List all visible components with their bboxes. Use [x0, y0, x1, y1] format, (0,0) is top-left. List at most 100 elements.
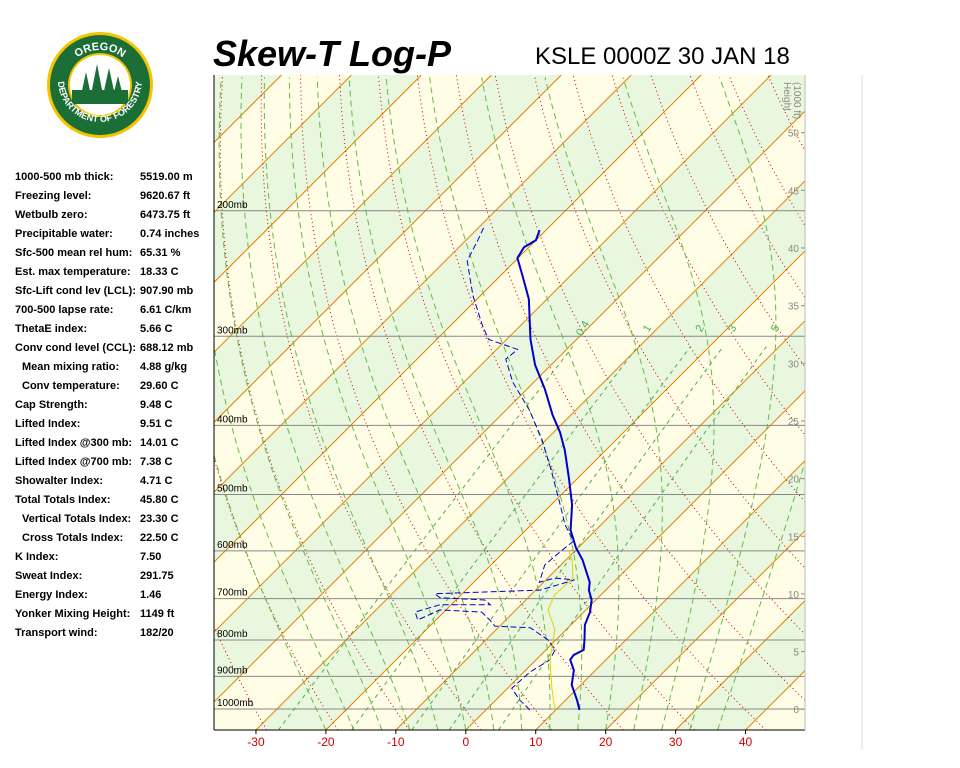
stat-label: Cross Totals Index:	[22, 532, 123, 544]
y2-tick-label: 15	[788, 532, 800, 543]
temperature-band	[815, 75, 960, 730]
dry-adiabat	[846, 75, 960, 730]
y-tick-label: 1000mb	[217, 698, 254, 709]
dry-adiabat	[807, 75, 960, 730]
stat-value: 23.30 C	[140, 513, 179, 525]
sounding-line	[414, 227, 575, 711]
isotherm	[214, 110, 805, 703]
stat-label: Lifted Index @300 mb:	[15, 437, 132, 449]
stat-value: 14.01 C	[140, 437, 179, 449]
isotherm	[605, 529, 805, 730]
x-tick-label: -30	[247, 735, 265, 749]
logo-tree	[102, 68, 116, 100]
stat-label: ThetaE index:	[15, 323, 87, 335]
logo-top-text: OREGON	[72, 41, 127, 60]
sounding-line	[516, 229, 593, 711]
stat-label: Precipitable water:	[15, 228, 113, 240]
dry-adiabat	[885, 75, 960, 730]
stat-value: 1149 ft	[140, 608, 175, 620]
stat-value: 45.80 C	[140, 494, 179, 506]
dry-adiabat	[455, 75, 805, 701]
stat-label: Transport wind:	[15, 627, 98, 639]
isotherm	[535, 460, 805, 730]
moist-adiabat	[689, 77, 777, 730]
y2-tick-label: 35	[788, 302, 800, 313]
stat-value: 22.50 C	[140, 532, 179, 544]
plot-area: 0.4 1 2 3 5	[214, 75, 960, 730]
y2-tick-label: 0	[793, 705, 799, 716]
y2-tick-label: 20	[788, 475, 800, 486]
chart-title: Skew-T Log-P	[213, 33, 452, 74]
stat-value: 4.88 g/kg	[140, 361, 187, 373]
y-tick-label: 500mb	[217, 483, 248, 494]
isotherm	[214, 75, 422, 284]
dry-adiabat	[219, 75, 410, 730]
moist-adiabat	[214, 343, 355, 730]
y2-tick-label: 50	[788, 129, 800, 140]
y-tick-label: 300mb	[217, 325, 248, 336]
x-tick-label: 40	[739, 735, 753, 749]
stat-label: Freezing level:	[15, 190, 91, 202]
chart-subtitle: KSLE 0000Z 30 JAN 18	[535, 43, 790, 70]
stat-value: 182/20	[140, 627, 174, 639]
isotherm	[465, 390, 805, 730]
stat-label: K Index:	[15, 551, 58, 563]
y2-axis-label: (1000 ft)	[791, 82, 802, 119]
stat-value: 7.38 C	[140, 456, 172, 468]
y-tick-label: 800mb	[217, 629, 248, 640]
stat-label: Lifted Index:	[15, 418, 80, 430]
y2-tick-label: 45	[788, 186, 800, 197]
dry-adiabat	[300, 75, 553, 730]
stat-label: 1000-500 mb thick:	[15, 171, 113, 183]
logo: OREGON DEPARTMENT OF FORESTRY	[47, 32, 153, 138]
isotherm	[214, 75, 562, 423]
stat-value: 0.74 inches	[140, 228, 199, 240]
stat-label: Sweat Index:	[15, 570, 82, 582]
isotherm	[815, 75, 960, 730]
stat-label: Energy Index:	[15, 589, 88, 601]
stat-label: Sfc-500 mean rel hum:	[15, 247, 132, 259]
logo-tree	[80, 72, 92, 100]
temperature-band	[214, 75, 805, 703]
stat-label: 700-500 lapse rate:	[15, 304, 113, 316]
stat-value: 18.33 C	[140, 266, 179, 278]
mixing-ratio-line	[351, 346, 639, 730]
temperature-band	[214, 111, 805, 730]
stat-label: Lifted Index @700 mb:	[15, 456, 132, 468]
x-tick-label: 0	[462, 735, 469, 749]
mixing-ratio-line	[498, 346, 767, 730]
moist-adiabat	[214, 453, 327, 730]
stat-value: 4.71 C	[140, 475, 172, 487]
mixing-ratio-label: 5	[769, 323, 782, 334]
stat-value: 9.48 C	[140, 399, 172, 411]
dry-adiabat	[214, 624, 268, 730]
x-tick-label: 10	[529, 735, 543, 749]
moist-adiabat	[316, 77, 495, 730]
stat-value: 688.12 mb	[140, 342, 193, 354]
y2-tick-label: 25	[788, 417, 800, 428]
mixing-ratio-label: 2	[693, 323, 706, 334]
mixing-ratio-label: 3	[726, 323, 739, 334]
stat-value: 5519.00 m	[140, 171, 193, 183]
stat-value: 9.51 C	[140, 418, 172, 430]
x-tick-label: 20	[599, 735, 613, 749]
stat-value: 6.61 C/km	[140, 304, 192, 316]
axes: -30 -20 -10 0 10 20 30 401000mb900mb800mb700mb6…	[213, 75, 806, 749]
isotherm	[214, 75, 702, 563]
logo-top-text: OREGON	[72, 41, 127, 60]
logo-tree	[112, 76, 124, 100]
stat-value: 29.60 C	[140, 380, 179, 392]
y2-tick-label: 30	[788, 359, 800, 370]
mixing-ratio-label: 1	[641, 323, 654, 334]
stat-value: 1.46	[140, 589, 161, 601]
logo-tree	[90, 64, 104, 100]
y-tick-label: 200mb	[217, 200, 248, 211]
stat-label: Showalter Index:	[15, 475, 103, 487]
dry-adiabat	[214, 456, 339, 730]
y-tick-label: 400mb	[217, 414, 248, 425]
stat-value: 907.90 mb	[140, 285, 193, 297]
stat-value: 65.31 %	[140, 247, 181, 259]
moist-adiabat	[288, 77, 467, 730]
sounding-line	[547, 549, 574, 711]
